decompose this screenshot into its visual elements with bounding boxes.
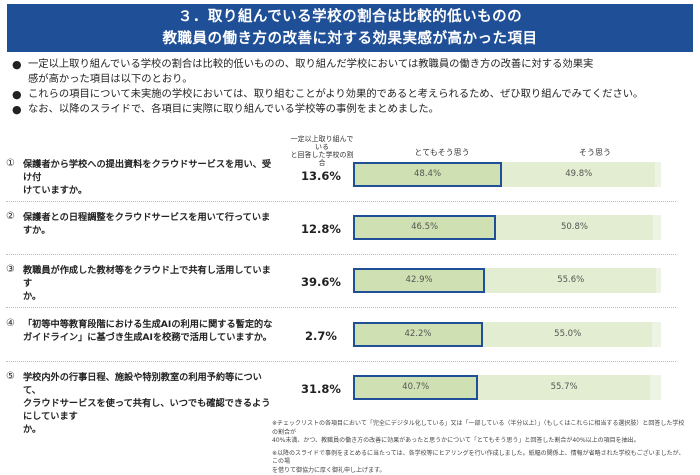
page-title: ３．取り組んでいる学校の割合は比較的低いものの 教職員の働き方の改善に対する効果… — [7, 4, 693, 52]
adoption-rate: 12.8% — [296, 222, 346, 236]
item-question-line: けていますか。 — [23, 184, 278, 197]
adoption-rate: 39.6% — [296, 275, 346, 289]
footnote-line: ※以降のスライドで事例をまとめるに当たっては、各学校等にヒアリングを行い作成しま… — [272, 450, 690, 467]
very-percent-label: 46.5% — [353, 215, 496, 240]
adoption-rate: 13.6% — [296, 169, 346, 183]
effect-bar: 46.5%50.8% — [353, 215, 661, 240]
column-header-rate-line2: と回答した学校の割合 — [290, 151, 354, 167]
footnote: ※チェックリストの各項目において「完全にデジタル化している」又は「一部している（… — [272, 420, 690, 475]
effect-bar: 48.4%49.8% — [353, 162, 661, 187]
title-line1: ３．取り組んでいる学校の割合は比較的低いものの — [7, 4, 693, 28]
bullet-dot-icon: ● — [12, 87, 22, 102]
adoption-rate: 2.7% — [296, 329, 346, 343]
bullet-text: なお、以降のスライドで、各項目に実際に取り組んでいる学校等の事例をまとめました。 — [28, 103, 439, 115]
item-question-line: 保護者との日程調整をクラウドサービスを用いて行っていますか。 — [23, 211, 278, 237]
very-percent-label: 42.2% — [353, 322, 483, 347]
somewhat-percent-label: 50.8% — [496, 215, 652, 240]
effect-bar: 42.2%55.0% — [353, 322, 661, 347]
item-number: ③ — [6, 264, 15, 275]
item-question: 保護者から学校への提出資料をクラウドサービスを用い、受け付けていますか。 — [23, 158, 278, 197]
item-number: ① — [6, 158, 15, 169]
footnote-line: 40%未満、かつ、教職員の働き方の改善に効果があったと思うかについて「とてもそう… — [272, 437, 690, 446]
item-question-line: 「初等中等教育段階における生成AIの利用に関する暫定的な — [23, 318, 278, 331]
somewhat-percent-label: 55.7% — [478, 375, 650, 400]
bullet-dot-icon: ● — [12, 57, 22, 72]
bullet-item: ● これらの項目について未実施の学校においては、取り組むことがより効果的であると… — [10, 87, 690, 102]
title-line2: 教職員の働き方の改善に対する効果実感が高かった項目 — [7, 28, 693, 50]
row-divider — [6, 254, 676, 255]
item-question-line: か。 — [23, 290, 278, 303]
column-header-somewhat: そう思う — [545, 147, 645, 158]
item-number: ② — [6, 211, 15, 222]
item-number: ④ — [6, 318, 15, 329]
item-question-line: 教職員が作成した教材等をクラウド上で共有し活用しています — [23, 264, 278, 290]
very-percent-label: 42.9% — [353, 268, 485, 293]
item-question: 保護者との日程調整をクラウドサービスを用いて行っていますか。 — [23, 211, 278, 237]
row-divider — [6, 307, 676, 308]
bullet-item: ● なお、以降のスライドで、各項目に実際に取り組んでいる学校等の事例をまとめまし… — [10, 102, 690, 117]
item-number: ⑤ — [6, 371, 15, 382]
item-question-line: 保護者から学校への提出資料をクラウドサービスを用い、受け付 — [23, 158, 278, 184]
item-question: 教職員が作成した教材等をクラウド上で共有し活用していますか。 — [23, 264, 278, 303]
item-question-line: ガイドライン」に基づき生成AIを校務で活用していますか。 — [23, 331, 278, 344]
item-question: 学校内外の行事日程、施設や特別教室の利用予約等について、クラウドサービスを使って… — [23, 371, 278, 436]
effect-bar: 42.9%55.6% — [353, 268, 661, 293]
somewhat-percent-label: 55.6% — [485, 268, 656, 293]
item-question-line: 学校内外の行事日程、施設や特別教室の利用予約等について、 — [23, 371, 278, 397]
row-divider — [6, 201, 676, 202]
somewhat-percent-label: 49.8% — [502, 162, 655, 187]
summary-bullets: ● 一定以上取り組んでいる学校の割合は比較的低いものの、取り組んだ学校においては… — [10, 57, 690, 117]
adoption-rate: 31.8% — [296, 382, 346, 396]
effect-bar: 40.7%55.7% — [353, 375, 661, 400]
item-question-line: クラウドサービスを使って共有し、いつでも確認できるようにしています — [23, 397, 278, 423]
very-percent-label: 40.7% — [353, 375, 478, 400]
very-percent-label: 48.4% — [353, 162, 502, 187]
column-header-very: とてもそう思う — [392, 147, 492, 158]
column-header-rate-line1: 一定以上取り組んでいる — [290, 135, 354, 151]
footnote-line: を借りて御協力に厚く御礼申し上げます。 — [272, 467, 690, 475]
item-question: 「初等中等教育段階における生成AIの利用に関する暫定的なガイドライン」に基づき生… — [23, 318, 278, 344]
footnote-line: ※チェックリストの各項目において「完全にデジタル化している」又は「一部している（… — [272, 420, 690, 437]
bullet-text-cont: 感が高かった項目は以下のとおり。 — [10, 72, 690, 87]
somewhat-percent-label: 55.0% — [483, 322, 652, 347]
bullet-text: 一定以上取り組んでいる学校の割合は比較的低いものの、取り組んだ学校においては教職… — [28, 58, 593, 70]
item-question-line: か。 — [23, 423, 278, 436]
row-divider — [6, 361, 676, 362]
bullet-item: ● 一定以上取り組んでいる学校の割合は比較的低いものの、取り組んだ学校においては… — [10, 57, 690, 72]
column-header-rate: 一定以上取り組んでいる と回答した学校の割合 — [290, 135, 354, 167]
bullet-text: これらの項目について未実施の学校においては、取り組むことがより効果的であると考え… — [28, 88, 643, 100]
bullet-dot-icon: ● — [12, 102, 22, 117]
